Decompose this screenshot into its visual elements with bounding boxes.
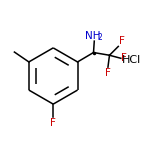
Text: HCl: HCl (122, 55, 141, 66)
Text: F: F (119, 36, 125, 46)
Text: F: F (121, 53, 127, 63)
Text: NH: NH (85, 31, 100, 41)
Text: F: F (50, 118, 56, 128)
Text: F: F (105, 68, 111, 78)
Text: 2: 2 (98, 33, 102, 42)
